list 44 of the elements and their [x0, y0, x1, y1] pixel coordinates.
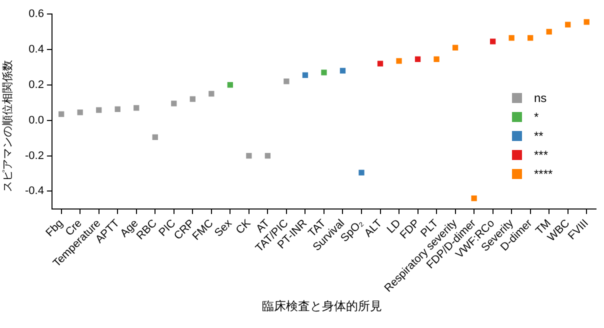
point — [58, 111, 64, 117]
point — [340, 68, 346, 74]
point — [396, 58, 402, 64]
point — [264, 152, 271, 159]
y-tick-label: 0.0 — [28, 114, 44, 126]
point — [508, 35, 514, 41]
point — [171, 100, 177, 106]
point — [546, 28, 552, 35]
point — [152, 134, 158, 140]
point — [134, 105, 140, 111]
y-tick-label: 0.6 — [28, 8, 44, 20]
point — [321, 70, 327, 76]
point — [528, 35, 534, 41]
point — [284, 78, 290, 84]
point — [377, 60, 384, 66]
legend-label: *** — [534, 148, 548, 162]
point — [77, 110, 83, 116]
point — [452, 44, 458, 50]
legend-label: **** — [534, 166, 553, 180]
point — [190, 96, 196, 102]
point — [434, 56, 440, 62]
legend-label: * — [534, 110, 539, 124]
point — [227, 82, 234, 88]
point — [471, 195, 477, 202]
point — [414, 56, 421, 62]
point — [96, 107, 102, 113]
legend-label: ns — [534, 90, 547, 104]
point — [490, 38, 496, 44]
point — [208, 90, 214, 97]
legend-label: ** — [534, 128, 544, 142]
x-axis-title: 臨床検査と身体的所見 — [261, 298, 383, 315]
point — [565, 22, 571, 28]
point — [114, 106, 120, 112]
y-tick-label: 0.2 — [28, 78, 44, 91]
y-axis-title: スピアマンの順位相関係数 — [0, 59, 15, 194]
x-tick-label: Sex — [212, 217, 235, 240]
point — [302, 72, 308, 78]
point — [358, 170, 364, 176]
y-tick-label: 0.4 — [28, 43, 44, 56]
y-tick-label: -0.2 — [24, 150, 44, 162]
y-tick-label: -0.4 — [24, 185, 44, 198]
point — [246, 152, 252, 159]
point — [584, 19, 590, 25]
x-tick-label: CK — [234, 216, 254, 237]
